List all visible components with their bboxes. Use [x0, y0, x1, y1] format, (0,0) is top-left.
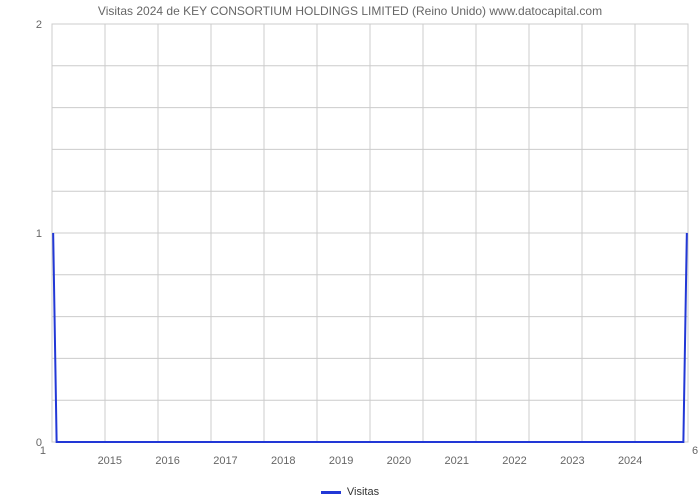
x-tick-label: 2018: [271, 455, 295, 467]
corner-label-left: 1: [40, 445, 46, 457]
chart-area: 0122015201620172018201920202021202220232…: [0, 0, 700, 480]
corner-label-right: 6: [692, 445, 698, 457]
x-tick-label: 2023: [560, 455, 584, 467]
legend-label: Visitas: [347, 486, 379, 498]
x-tick-label: 2024: [618, 455, 642, 467]
x-tick-label: 2019: [329, 455, 353, 467]
legend-swatch: [321, 491, 341, 494]
x-tick-label: 2021: [444, 455, 468, 467]
y-tick-label: 1: [36, 228, 42, 240]
x-tick-label: 2016: [155, 455, 179, 467]
x-tick-label: 2020: [387, 455, 411, 467]
x-tick-label: 2015: [98, 455, 122, 467]
x-tick-label: 2017: [213, 455, 237, 467]
y-tick-label: 2: [36, 19, 42, 31]
x-tick-label: 2022: [502, 455, 526, 467]
chart-title: Visitas 2024 de KEY CONSORTIUM HOLDINGS …: [0, 4, 700, 18]
legend: Visitas: [0, 486, 700, 498]
